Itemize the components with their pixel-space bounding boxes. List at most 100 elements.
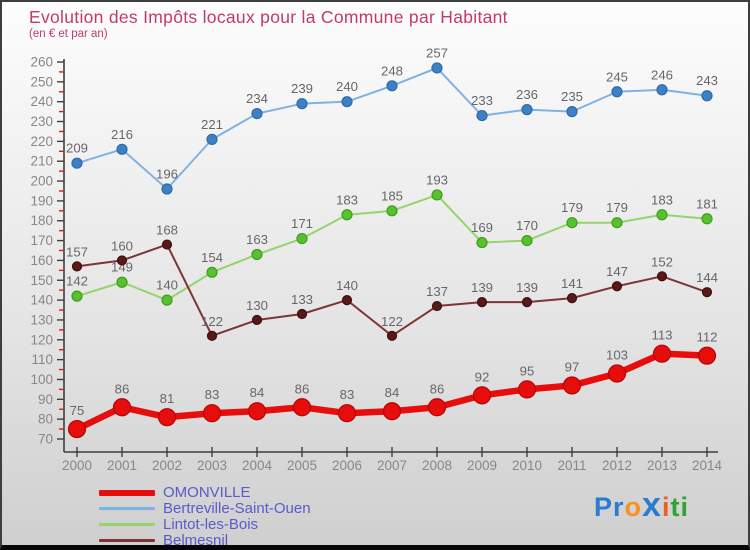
value-label: 163	[246, 232, 268, 247]
value-label: 75	[70, 403, 85, 418]
value-label: 179	[606, 200, 628, 215]
value-label: 149	[111, 260, 133, 275]
value-label: 257	[426, 45, 448, 60]
value-label: 183	[336, 192, 358, 207]
svg-text:160: 160	[30, 253, 53, 268]
value-label: 92	[475, 369, 490, 384]
legend-item-omonville: OMONVILLE	[99, 485, 311, 500]
value-label: 196	[156, 166, 178, 181]
svg-text:2013: 2013	[647, 458, 677, 473]
value-label: 84	[385, 385, 400, 400]
value-label: 221	[201, 117, 223, 132]
svg-text:2007: 2007	[377, 458, 407, 473]
legend-label: Belmesnil	[163, 531, 229, 549]
value-label: 193	[426, 172, 448, 187]
value-label: 84	[250, 385, 265, 400]
legend-swatch-lintot	[99, 523, 155, 526]
svg-text:2009: 2009	[467, 458, 497, 473]
svg-text:80: 80	[38, 412, 53, 427]
value-label: 168	[156, 223, 178, 238]
value-label: 137	[426, 284, 448, 299]
svg-text:150: 150	[30, 273, 53, 288]
value-label: 83	[205, 387, 220, 402]
value-label: 160	[111, 238, 133, 253]
proxiti-logo: Proxiti	[594, 488, 689, 522]
svg-text:2010: 2010	[512, 458, 542, 473]
value-label: 139	[471, 280, 493, 295]
value-label: 170	[516, 218, 538, 233]
value-label: 248	[381, 63, 403, 78]
svg-text:200: 200	[30, 174, 53, 189]
chart-title: Evolution des Impôts locaux pour la Comm…	[29, 7, 508, 27]
svg-text:260: 260	[30, 55, 53, 70]
value-label: 234	[246, 91, 268, 106]
svg-text:2006: 2006	[332, 458, 362, 473]
logo-letter: o	[624, 492, 643, 522]
logo-letter: i	[661, 492, 671, 522]
svg-text:250: 250	[30, 74, 53, 89]
logo-letter: t	[670, 492, 681, 522]
value-label: 154	[201, 250, 223, 265]
logo-letter: r	[613, 492, 625, 522]
value-label: 179	[561, 200, 583, 215]
value-label: 185	[381, 188, 403, 203]
svg-text:100: 100	[30, 372, 53, 387]
value-label: 139	[516, 280, 538, 295]
legend-label: Bertreville-Saint-Ouen	[163, 499, 311, 517]
value-label: 97	[565, 359, 580, 374]
value-label: 233	[471, 93, 493, 108]
value-label: 113	[651, 328, 672, 343]
svg-text:2012: 2012	[602, 458, 632, 473]
svg-text:2000: 2000	[62, 458, 92, 473]
value-label: 144	[696, 270, 718, 285]
value-label: 209	[66, 141, 88, 156]
chart-subtitle: (en € et par an)	[29, 28, 108, 40]
svg-text:210: 210	[30, 154, 53, 169]
svg-text:2005: 2005	[287, 458, 317, 473]
svg-text:180: 180	[30, 213, 53, 228]
value-label: 130	[246, 298, 268, 313]
svg-text:2014: 2014	[692, 458, 723, 473]
svg-text:110: 110	[31, 352, 53, 367]
value-label: 245	[606, 69, 628, 84]
value-label: 142	[66, 274, 88, 289]
svg-text:2008: 2008	[422, 458, 452, 473]
svg-text:2011: 2011	[557, 458, 586, 473]
svg-text:120: 120	[30, 332, 53, 347]
chart-legend: OMONVILLE Bertreville-Saint-Ouen Lintot-…	[99, 485, 311, 549]
svg-text:130: 130	[30, 312, 53, 327]
value-label: 171	[291, 216, 313, 231]
value-label: 140	[156, 278, 178, 293]
value-label: 181	[696, 196, 718, 211]
legend-label: OMONVILLE	[163, 483, 251, 501]
legend-item-belmesnil: Belmesnil	[99, 531, 311, 549]
value-label: 240	[336, 79, 358, 94]
svg-text:2001: 2001	[107, 458, 137, 473]
logo-letter: i	[680, 492, 689, 522]
legend-swatch-omonville	[99, 489, 155, 496]
value-label: 86	[115, 381, 130, 396]
value-label: 81	[160, 391, 175, 406]
value-label: 140	[336, 278, 358, 293]
value-label: 239	[291, 81, 313, 96]
value-label: 141	[561, 276, 583, 291]
value-label: 122	[381, 314, 403, 329]
svg-text:240: 240	[30, 94, 53, 109]
svg-text:2002: 2002	[152, 458, 182, 473]
svg-text:2003: 2003	[197, 458, 227, 473]
value-label: 236	[516, 87, 538, 102]
legend-swatch-belmesnil	[99, 539, 155, 542]
value-label: 152	[651, 254, 673, 269]
logo-letter: P	[594, 492, 614, 522]
value-label: 243	[696, 73, 718, 88]
svg-text:170: 170	[30, 233, 53, 248]
value-label: 112	[696, 330, 717, 345]
value-label: 133	[291, 292, 313, 307]
value-label: 147	[606, 264, 628, 279]
svg-text:230: 230	[30, 114, 53, 129]
svg-text:70: 70	[38, 432, 53, 447]
value-label: 122	[201, 314, 223, 329]
svg-text:140: 140	[30, 293, 53, 308]
